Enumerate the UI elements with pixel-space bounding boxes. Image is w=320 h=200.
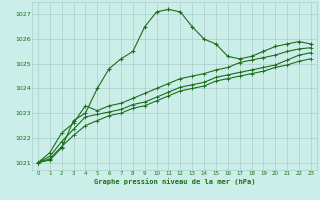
X-axis label: Graphe pression niveau de la mer (hPa): Graphe pression niveau de la mer (hPa) — [94, 178, 255, 185]
